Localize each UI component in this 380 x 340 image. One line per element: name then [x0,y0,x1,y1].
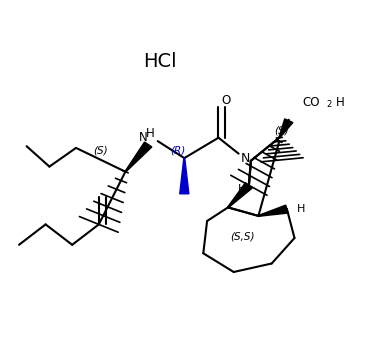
Text: H: H [146,127,155,140]
Polygon shape [125,142,152,172]
Polygon shape [258,205,288,216]
Polygon shape [279,119,293,138]
Text: H: H [297,204,306,214]
Text: (S,S): (S,S) [230,231,255,241]
Text: O: O [222,94,231,107]
Text: N: N [139,131,148,143]
Text: N: N [241,152,250,165]
Polygon shape [228,183,252,208]
Polygon shape [180,158,189,194]
Text: (S): (S) [275,126,289,136]
Text: H: H [238,184,247,194]
Text: 2: 2 [326,100,332,109]
Text: CO: CO [303,96,320,108]
Text: HCl: HCl [143,52,176,71]
Text: (R): (R) [170,146,185,156]
Text: (S): (S) [93,146,108,156]
Text: H: H [336,96,345,108]
